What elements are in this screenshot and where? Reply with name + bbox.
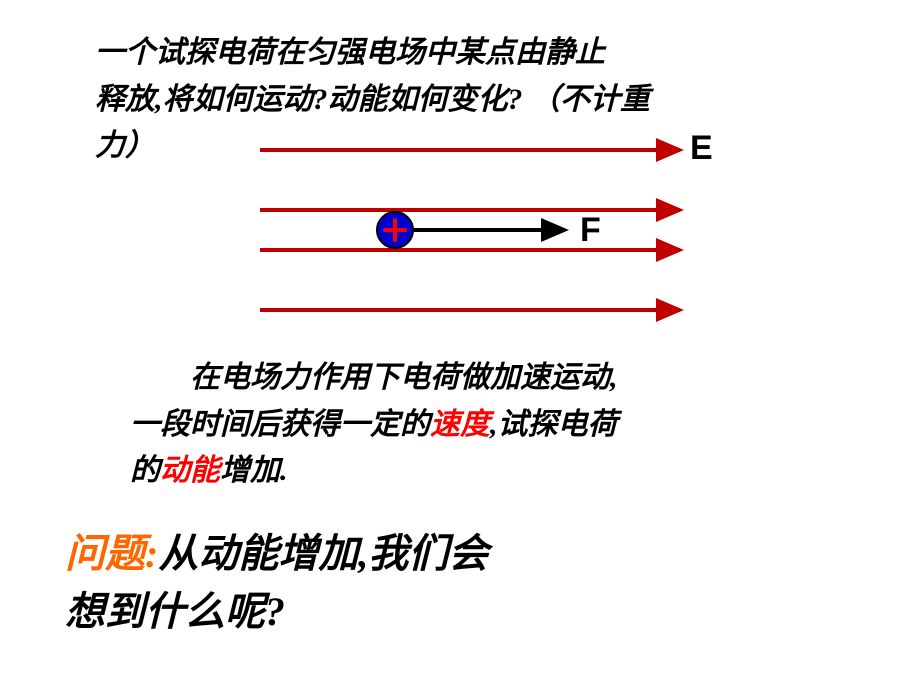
p2-e: 增加. (220, 454, 288, 487)
label-f: F (580, 211, 601, 250)
diagram-svg (250, 135, 710, 330)
q-rest2: 想到什么呢? (65, 589, 285, 634)
p2-c: ,试探电荷 (490, 408, 618, 441)
p2-d: 的 (130, 454, 160, 487)
field-diagram: E F (250, 135, 710, 330)
para1-line2a: 释放,将如何运动?动能如何变化? (95, 83, 523, 116)
followup-question: 问题:从动能增加,我们会 想到什么呢? (65, 525, 865, 641)
p2-indent (130, 361, 190, 394)
p2-speed: 速度 (430, 408, 490, 441)
q-label: 问题: (65, 531, 158, 576)
p2-a: 在电场力作用下电荷做加速运动, (190, 361, 618, 394)
label-e: E (690, 129, 713, 168)
p2-b: 一段时间后获得一定的 (130, 408, 430, 441)
para1-line3: 力） (95, 129, 155, 162)
p2-ke: 动能 (160, 454, 220, 487)
q-rest1: 从动能增加,我们会 (158, 531, 488, 576)
para1-line2b: （不计重 (530, 83, 650, 116)
answer-paragraph: 在电场力作用下电荷做加速运动, 一段时间后获得一定的速度,试探电荷 的动能增加. (130, 355, 810, 495)
para1-line1: 一个试探电荷在匀强电场中某点由静止 (95, 36, 605, 69)
